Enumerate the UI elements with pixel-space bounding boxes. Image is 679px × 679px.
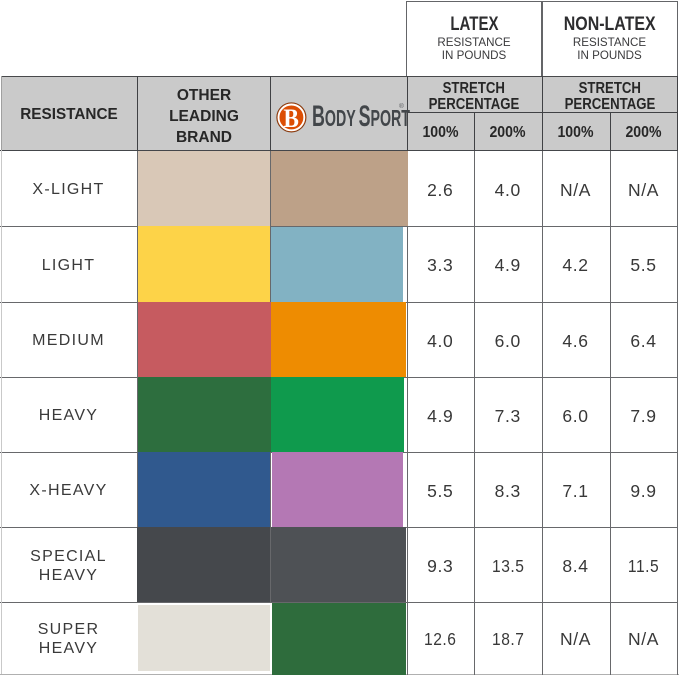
svg-text:B: B [283, 104, 299, 133]
